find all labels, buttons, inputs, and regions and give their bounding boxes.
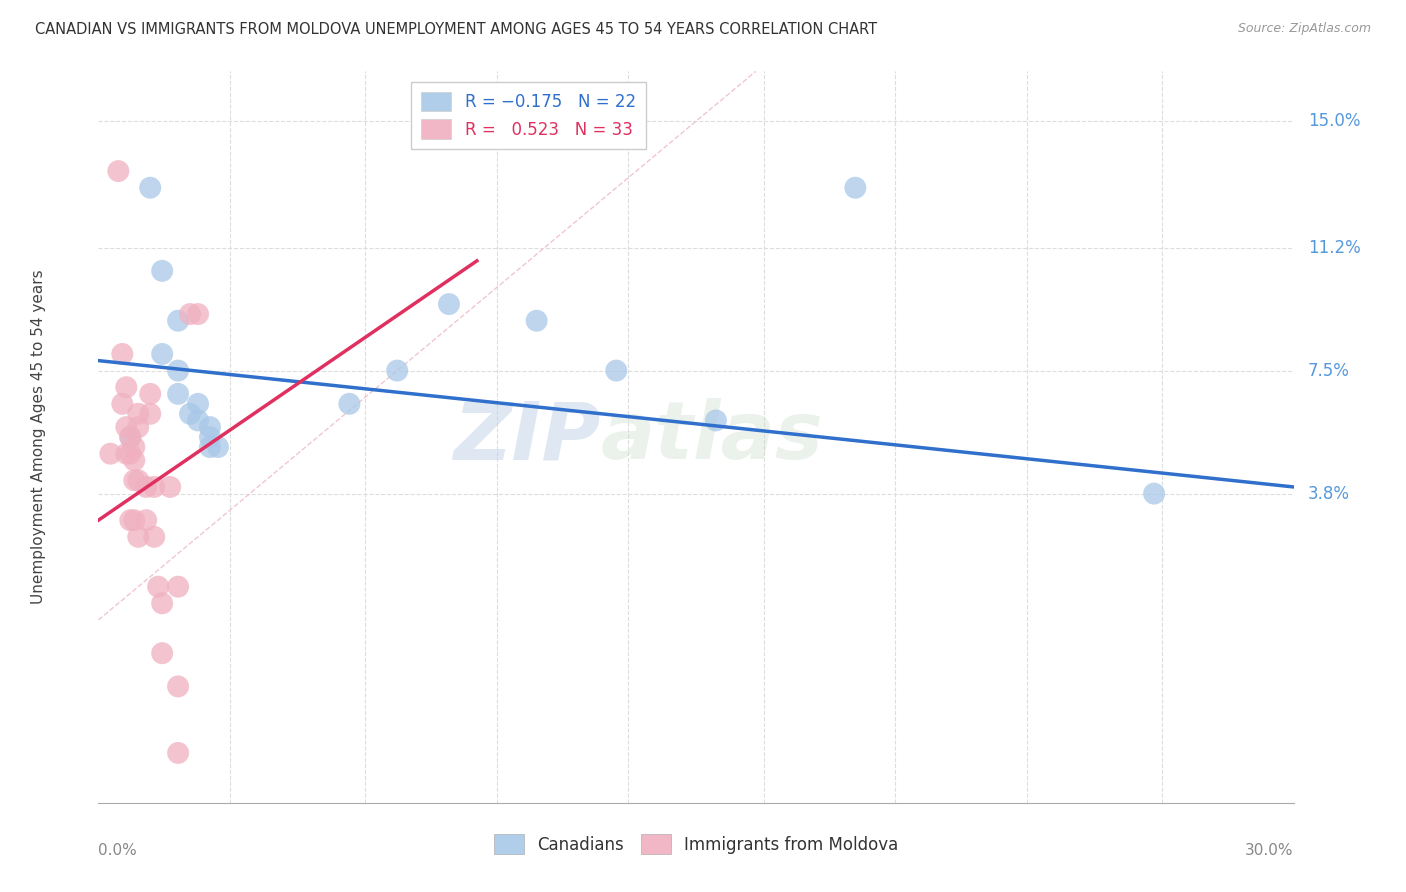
Point: [198, 430, 221, 444]
Point: [127, 420, 149, 434]
Point: [127, 407, 149, 421]
Text: 11.2%: 11.2%: [1308, 238, 1361, 257]
Point: [139, 180, 162, 194]
Point: [111, 347, 134, 361]
Point: [179, 307, 201, 321]
Text: CANADIAN VS IMMIGRANTS FROM MOLDOVA UNEMPLOYMENT AMONG AGES 45 TO 54 YEARS CORRE: CANADIAN VS IMMIGRANTS FROM MOLDOVA UNEM…: [35, 22, 877, 37]
Point: [167, 314, 190, 328]
Point: [704, 413, 727, 427]
Point: [124, 513, 146, 527]
Text: 3.8%: 3.8%: [1308, 484, 1350, 502]
Point: [159, 480, 181, 494]
Point: [124, 453, 146, 467]
Point: [198, 440, 221, 454]
Point: [526, 314, 548, 328]
Point: [120, 430, 142, 444]
Point: [198, 420, 221, 434]
Point: [187, 413, 209, 427]
Point: [120, 447, 142, 461]
Point: [148, 580, 170, 594]
Point: [437, 297, 460, 311]
Point: [179, 407, 201, 421]
Point: [187, 307, 209, 321]
Point: [143, 480, 166, 494]
Point: [167, 746, 190, 760]
Point: [150, 347, 173, 361]
Text: 7.5%: 7.5%: [1308, 361, 1350, 380]
Point: [115, 380, 138, 394]
Point: [111, 397, 134, 411]
Point: [605, 363, 627, 377]
Text: Source: ZipAtlas.com: Source: ZipAtlas.com: [1237, 22, 1371, 36]
Text: 0.0%: 0.0%: [98, 843, 138, 858]
Point: [98, 447, 122, 461]
Point: [120, 430, 142, 444]
Point: [139, 407, 162, 421]
Text: ZIP: ZIP: [453, 398, 600, 476]
Point: [135, 480, 157, 494]
Point: [844, 180, 866, 194]
Point: [124, 440, 146, 454]
Text: 30.0%: 30.0%: [1246, 843, 1294, 858]
Point: [115, 420, 138, 434]
Point: [187, 397, 209, 411]
Point: [150, 646, 173, 660]
Point: [124, 473, 146, 487]
Point: [150, 264, 173, 278]
Point: [127, 473, 149, 487]
Point: [115, 447, 138, 461]
Point: [167, 363, 190, 377]
Point: [135, 513, 157, 527]
Legend: Canadians, Immigrants from Moldova: Canadians, Immigrants from Moldova: [486, 828, 905, 860]
Point: [127, 530, 149, 544]
Point: [1143, 486, 1166, 500]
Point: [107, 164, 129, 178]
Point: [167, 680, 190, 694]
Point: [167, 580, 190, 594]
Point: [120, 513, 142, 527]
Text: atlas: atlas: [600, 398, 823, 476]
Point: [167, 387, 190, 401]
Point: [139, 387, 162, 401]
Point: [339, 397, 361, 411]
Point: [143, 530, 166, 544]
Text: Unemployment Among Ages 45 to 54 years: Unemployment Among Ages 45 to 54 years: [31, 269, 46, 605]
Point: [385, 363, 409, 377]
Text: 15.0%: 15.0%: [1308, 112, 1361, 130]
Point: [150, 596, 173, 610]
Point: [207, 440, 229, 454]
